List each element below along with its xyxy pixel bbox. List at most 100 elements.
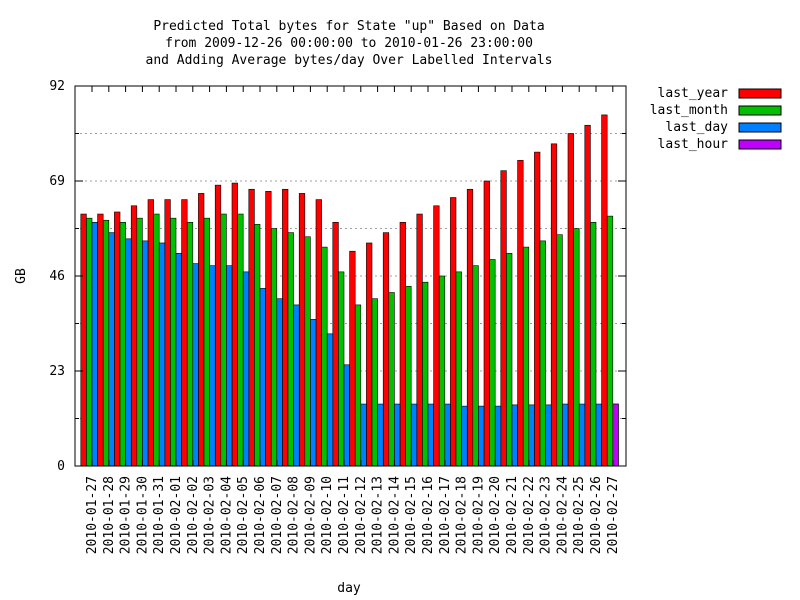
bar-last_month-2010-01-31 bbox=[153, 213, 160, 467]
x-tick-label: 2010-02-06 bbox=[253, 476, 268, 554]
x-tick-label: 2010-02-17 bbox=[438, 476, 453, 554]
bar-last_month-2010-02-14 bbox=[388, 292, 395, 467]
bar-last_month-2010-02-24 bbox=[556, 234, 563, 467]
bar-last_year-2010-02-02 bbox=[181, 199, 188, 467]
bar-last_year-2010-02-15 bbox=[399, 222, 406, 467]
bar-last_year-2010-01-28 bbox=[97, 213, 104, 467]
bar-last_day-2010-02-26 bbox=[595, 403, 602, 467]
bar-last_month-2010-02-16 bbox=[422, 281, 429, 467]
x-tick-label: 2010-02-25 bbox=[572, 476, 587, 554]
bar-last_day-2010-02-05 bbox=[242, 271, 250, 467]
bar-last_year-2010-02-14 bbox=[382, 232, 390, 467]
bar-last_year-2010-01-31 bbox=[147, 199, 154, 467]
bar-last_year-2010-02-23 bbox=[534, 151, 541, 467]
bar-last_day-2010-02-18 bbox=[461, 405, 468, 467]
bar-last_day-2010-02-17 bbox=[444, 403, 451, 467]
x-tick-label: 2010-02-11 bbox=[337, 476, 352, 554]
bar-last_day-2010-02-12 bbox=[360, 403, 367, 467]
bar-last_year-2010-01-30 bbox=[130, 205, 138, 467]
bar-last_year-2010-01-29 bbox=[114, 211, 121, 467]
bar-last_month-2010-02-20 bbox=[489, 259, 496, 467]
legend-swatch-last_year bbox=[738, 88, 782, 99]
bar-last_day-2010-02-13 bbox=[377, 403, 384, 467]
x-tick-label: 2010-02-08 bbox=[287, 476, 302, 554]
x-tick-label: 2010-02-24 bbox=[555, 476, 570, 554]
x-tick-label: 2010-02-04 bbox=[219, 476, 234, 554]
bar-last_day-2010-01-31 bbox=[158, 242, 166, 467]
bar-last_month-2010-02-05 bbox=[237, 213, 244, 467]
bar-last_year-2010-02-08 bbox=[282, 188, 289, 467]
x-tick-label: 2010-02-20 bbox=[488, 476, 503, 554]
x-tick-label: 2010-02-02 bbox=[186, 476, 201, 554]
y-tick-label: 23 bbox=[49, 364, 65, 379]
bar-last_month-2010-02-27 bbox=[606, 215, 614, 467]
bar-last_day-2010-02-03 bbox=[209, 265, 216, 467]
y-tick-label: 69 bbox=[49, 174, 65, 189]
bar-last_month-2010-02-03 bbox=[203, 217, 210, 467]
bar-last_day-2010-01-29 bbox=[125, 238, 132, 467]
bar-last_day-2010-02-20 bbox=[494, 405, 502, 467]
bar-last_year-2010-02-17 bbox=[433, 205, 440, 467]
bar-last_month-2010-01-28 bbox=[102, 219, 110, 467]
bar-last_day-2010-02-10 bbox=[326, 333, 334, 467]
legend-swatch-last_day bbox=[738, 122, 782, 133]
legend-swatch-last_month bbox=[738, 105, 782, 116]
bar-last_month-2010-02-23 bbox=[539, 240, 546, 467]
x-tick-label: 2010-02-16 bbox=[421, 476, 436, 554]
bar-last_year-2010-02-10 bbox=[315, 199, 322, 467]
bar-last_year-2010-02-22 bbox=[517, 160, 524, 467]
x-tick-label: 2010-01-31 bbox=[152, 476, 167, 554]
x-tick-label: 2010-01-30 bbox=[135, 476, 150, 554]
y-tick-label: 92 bbox=[49, 79, 65, 94]
bar-last_day-2010-02-02 bbox=[192, 263, 199, 467]
bar-last_day-2010-02-09 bbox=[310, 319, 317, 467]
bar-last_day-2010-02-04 bbox=[226, 265, 233, 467]
x-tick-label: 2010-02-27 bbox=[606, 476, 621, 554]
bar-last_day-2010-01-28 bbox=[108, 232, 115, 467]
x-tick-label: 2010-01-28 bbox=[102, 476, 117, 554]
bar-last_day-2010-02-14 bbox=[394, 403, 401, 467]
bar-last_month-2010-02-08 bbox=[287, 232, 294, 467]
bar-last_year-2010-02-27 bbox=[601, 114, 608, 467]
legend-label-last_month: last_month bbox=[650, 103, 728, 118]
bar-last_month-2010-02-18 bbox=[455, 271, 462, 467]
bar-last_year-2010-02-05 bbox=[231, 182, 238, 467]
chart-title-line-3: and Adding Average bytes/day Over Labell… bbox=[146, 53, 553, 68]
bar-last_month-2010-02-15 bbox=[405, 286, 412, 467]
x-tick-label: 2010-02-09 bbox=[303, 476, 318, 554]
chart-title-line-1: Predicted Total bytes for State "up" Bas… bbox=[153, 19, 544, 34]
bar-last_month-2010-02-19 bbox=[472, 265, 479, 467]
bar-last_day-2010-02-24 bbox=[562, 403, 569, 467]
bar-last_day-2010-02-11 bbox=[343, 364, 350, 467]
x-tick-label: 2010-02-13 bbox=[371, 476, 386, 554]
legend: last_year last_month last_day last_hour bbox=[650, 86, 782, 152]
bar-last_month-2010-02-22 bbox=[522, 246, 530, 467]
x-tick-label: 2010-02-23 bbox=[539, 476, 554, 554]
x-axis-label: day bbox=[337, 581, 361, 596]
bar-last_year-2010-02-06 bbox=[248, 188, 255, 467]
x-tick-labels: 2010-01-27 2010-01-28 2010-01-29 2010-01-30… bbox=[85, 476, 621, 554]
bar-last_year-2010-02-18 bbox=[450, 197, 457, 467]
bar-last_month-2010-02-21 bbox=[506, 252, 513, 467]
bar-last_year-2010-02-01 bbox=[164, 199, 171, 467]
bar-last_year-2010-02-12 bbox=[349, 250, 356, 467]
y-tick-label: 0 bbox=[57, 459, 65, 474]
bar-last_year-2010-02-16 bbox=[416, 213, 423, 467]
bar-last_year-2010-02-09 bbox=[298, 193, 306, 467]
x-tick-label: 2010-02-01 bbox=[169, 476, 184, 554]
bar-last_year-2010-02-26 bbox=[584, 124, 591, 467]
x-tick-label: 2010-02-10 bbox=[320, 476, 335, 554]
x-tick-label: 2010-02-18 bbox=[455, 476, 470, 554]
legend-label-last_hour: last_hour bbox=[658, 137, 729, 152]
bar-last_month-2010-01-30 bbox=[136, 217, 143, 467]
bar-last_year-2010-02-04 bbox=[214, 184, 222, 467]
x-tick-label: 2010-02-14 bbox=[387, 476, 402, 554]
bar-last_year-2010-02-20 bbox=[483, 180, 490, 467]
bar-last_day-2010-02-08 bbox=[293, 304, 300, 467]
x-tick-label: 2010-02-05 bbox=[236, 476, 251, 554]
bar-last_year-2010-02-21 bbox=[500, 170, 507, 467]
bar-last_year-2010-02-03 bbox=[198, 193, 205, 467]
x-tick-label: 2010-02-26 bbox=[589, 476, 604, 554]
bar-last_day-2010-02-15 bbox=[410, 403, 418, 467]
